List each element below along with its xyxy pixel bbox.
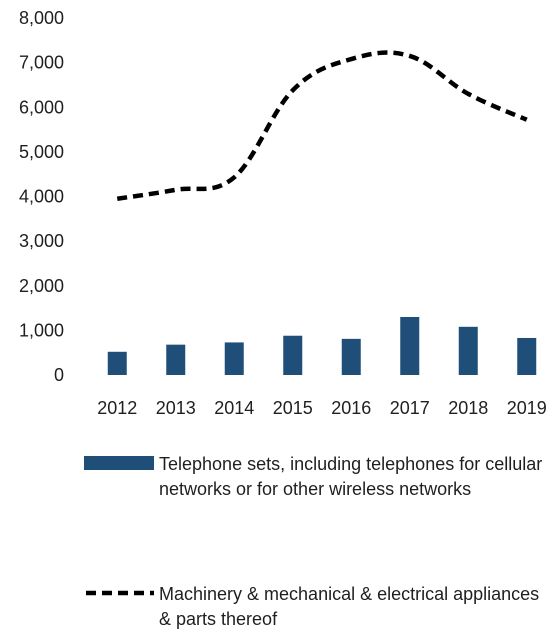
y-tick-label: 2,000 [19,276,64,296]
bar [341,338,361,375]
y-tick-label: 6,000 [19,97,64,117]
x-tick-label: 2012 [97,398,137,418]
bar [283,335,303,375]
y-tick-label: 5,000 [19,142,64,162]
y-tick-label: 7,000 [19,53,64,73]
bar [458,326,478,375]
legend-label-telephone-sets: Telephone sets, including telephones for… [159,454,543,499]
legend-label-machinery: Machinery & mechanical & electrical appl… [159,584,540,629]
y-tick-label: 8,000 [19,8,64,28]
y-tick-label: 4,000 [19,187,64,207]
x-tick-label: 2018 [448,398,488,418]
x-tick-label: 2015 [273,398,313,418]
x-tick-label: 2016 [331,398,371,418]
bar [166,344,186,375]
x-tick-label: 2014 [214,398,254,418]
bar [400,316,420,375]
line-series-machinery [116,50,528,201]
legend-swatch-dashed-line-icon [86,590,154,596]
legend-swatch-bar-icon [84,456,154,470]
y-tick-label: 0 [54,365,64,385]
x-tick-label: 2019 [507,398,547,418]
x-tick-label: 2017 [390,398,430,418]
bar [224,342,244,375]
bar [517,337,537,375]
bar [107,351,127,375]
x-tick-label: 2013 [156,398,196,418]
y-tick-label: 1,000 [19,320,64,340]
y-tick-label: 3,000 [19,231,64,251]
